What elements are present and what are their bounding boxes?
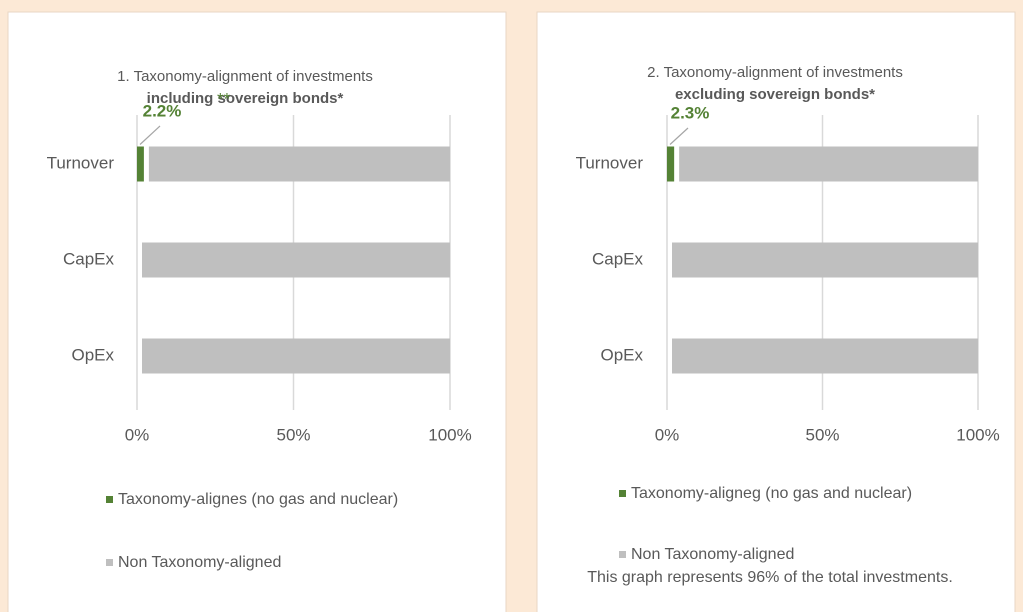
bar-segment [679, 146, 978, 182]
x-tick-label: 50% [276, 425, 310, 444]
panel [536, 11, 1016, 612]
leader-line [669, 127, 689, 145]
data-label: 2.2% [143, 101, 182, 120]
annotation: ** [217, 89, 231, 108]
y-tick-label: OpEx [71, 345, 114, 364]
bar-segment [672, 242, 978, 278]
chart-title: 2. Taxonomy-alignment of investments [647, 64, 903, 81]
bar-segment [148, 146, 451, 182]
bar-segment [667, 146, 675, 182]
legend-swatch [619, 490, 626, 497]
legend-swatch [619, 551, 626, 558]
bar-segment [142, 242, 450, 278]
panel [7, 11, 507, 612]
legend-label: Non Taxonomy-aligned [118, 554, 281, 571]
data-label: 2.3% [671, 103, 710, 122]
x-tick-label: 50% [805, 425, 839, 444]
x-tick-label: 100% [428, 425, 471, 444]
leader-line [139, 125, 161, 145]
y-tick-label: OpEx [600, 345, 643, 364]
chart-subtitle: including sovereign bonds* [147, 90, 344, 107]
legend-swatch [106, 496, 113, 503]
legend-swatch [106, 559, 113, 566]
y-tick-label: Turnover [576, 153, 644, 172]
note: This graph represents 96% of the total i… [587, 569, 953, 586]
x-tick-label: 0% [125, 425, 150, 444]
chart-title: 1. Taxonomy-alignment of investments [117, 68, 373, 85]
legend-label: Taxonomy-aligneg (no gas and nuclear) [631, 485, 912, 502]
y-tick-label: Turnover [47, 153, 115, 172]
legend-label: Taxonomy-alignes (no gas and nuclear) [118, 491, 398, 508]
legend-label: Non Taxonomy-aligned [631, 546, 794, 563]
x-tick-label: 100% [956, 425, 999, 444]
chart-subtitle: excluding sovereign bonds* [675, 86, 875, 103]
y-tick-label: CapEx [592, 249, 644, 268]
y-tick-label: CapEx [63, 249, 115, 268]
bar-segment [137, 146, 144, 182]
bar-segment [672, 338, 978, 374]
x-tick-label: 0% [655, 425, 680, 444]
bar-segment [142, 338, 450, 374]
